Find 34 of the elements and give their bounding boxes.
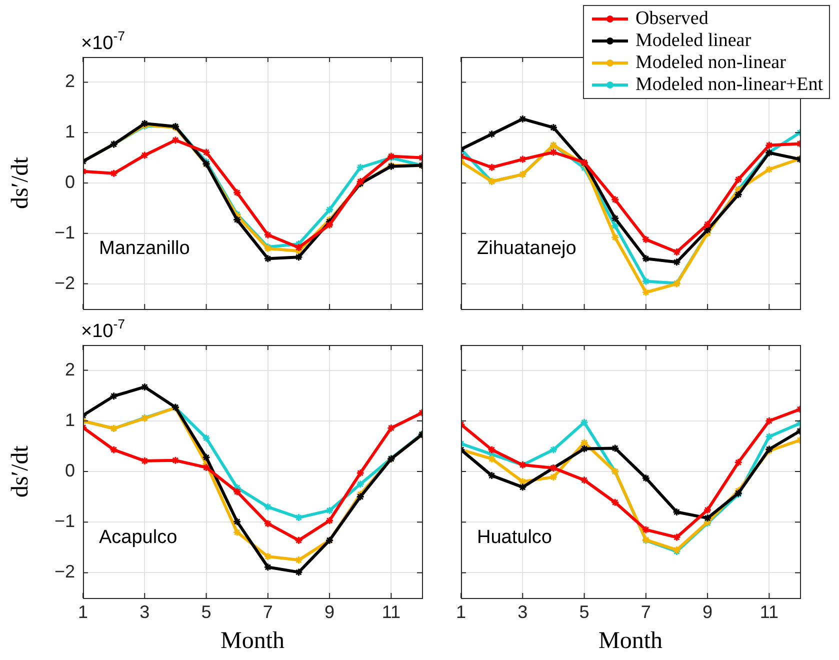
annotation: Huatulco: [477, 527, 552, 548]
x-tick-label: 7: [640, 602, 651, 622]
x-tick-label: 5: [579, 602, 590, 622]
x-tick-label: 1: [78, 602, 88, 622]
y-tick-label: 1: [64, 122, 75, 142]
legend-label: Modeled non-linear+Ent: [636, 74, 823, 96]
legend-label: Observed: [636, 8, 708, 30]
y-tick-label: 2: [64, 71, 75, 92]
y-tick-label: 0: [64, 460, 75, 480]
x-tick-label: 11: [760, 602, 779, 622]
y-tick-label: −2: [54, 562, 75, 582]
y-tick-label: −1: [54, 511, 75, 532]
annotation: Manzanillo: [99, 238, 190, 259]
y-axis-title: ds′/dt: [8, 156, 34, 209]
annotation: Zihuatanejo: [477, 238, 576, 259]
y-tick-label: 1: [64, 410, 75, 430]
x-axis-title: Month: [220, 628, 285, 654]
x-tick-label: 3: [140, 602, 150, 622]
y-tick-label: −1: [54, 222, 75, 242]
x-tick-label: 9: [324, 602, 335, 622]
y-tick-label: 2: [64, 359, 75, 380]
x-tick-label: 7: [262, 602, 273, 622]
x-tick-label: 1: [456, 602, 466, 622]
y-axis-title: ds′/dt: [8, 445, 34, 498]
legend-label: Modeled linear: [636, 30, 752, 52]
x-axis-title: Month: [598, 628, 663, 654]
annotation: Acapulco: [99, 527, 178, 548]
x-tick-label: 11: [382, 602, 401, 622]
x-tick-label: 3: [518, 602, 528, 622]
x-tick-label: 5: [201, 602, 212, 622]
x-tick-label: 9: [702, 602, 713, 622]
y-tick-label: 0: [64, 172, 75, 192]
legend-label: Modeled non-linear: [636, 52, 786, 74]
y-tick-label: −2: [54, 272, 75, 293]
